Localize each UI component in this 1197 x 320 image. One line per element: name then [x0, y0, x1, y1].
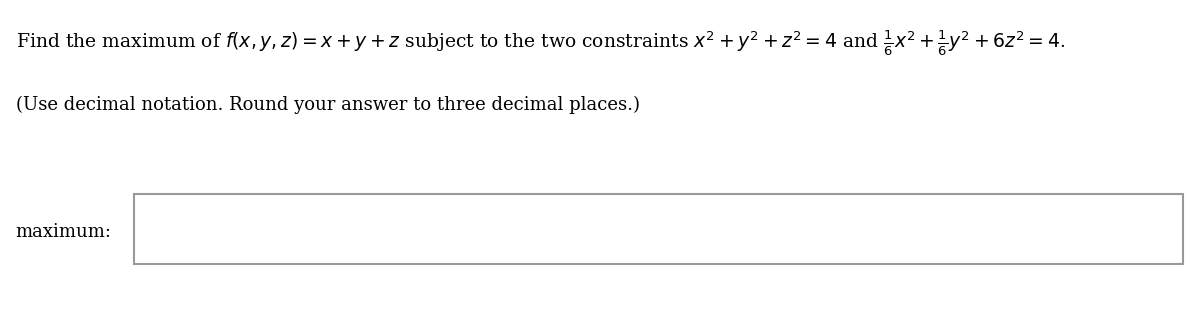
Text: (Use decimal notation. Round your answer to three decimal places.): (Use decimal notation. Round your answer… — [16, 96, 639, 114]
Text: Find the maximum of $f(x, y, z) = x + y + z$ subject to the two constraints $x^2: Find the maximum of $f(x, y, z) = x + y … — [16, 29, 1065, 58]
Text: maximum:: maximum: — [16, 223, 111, 241]
FancyBboxPatch shape — [134, 194, 1183, 264]
